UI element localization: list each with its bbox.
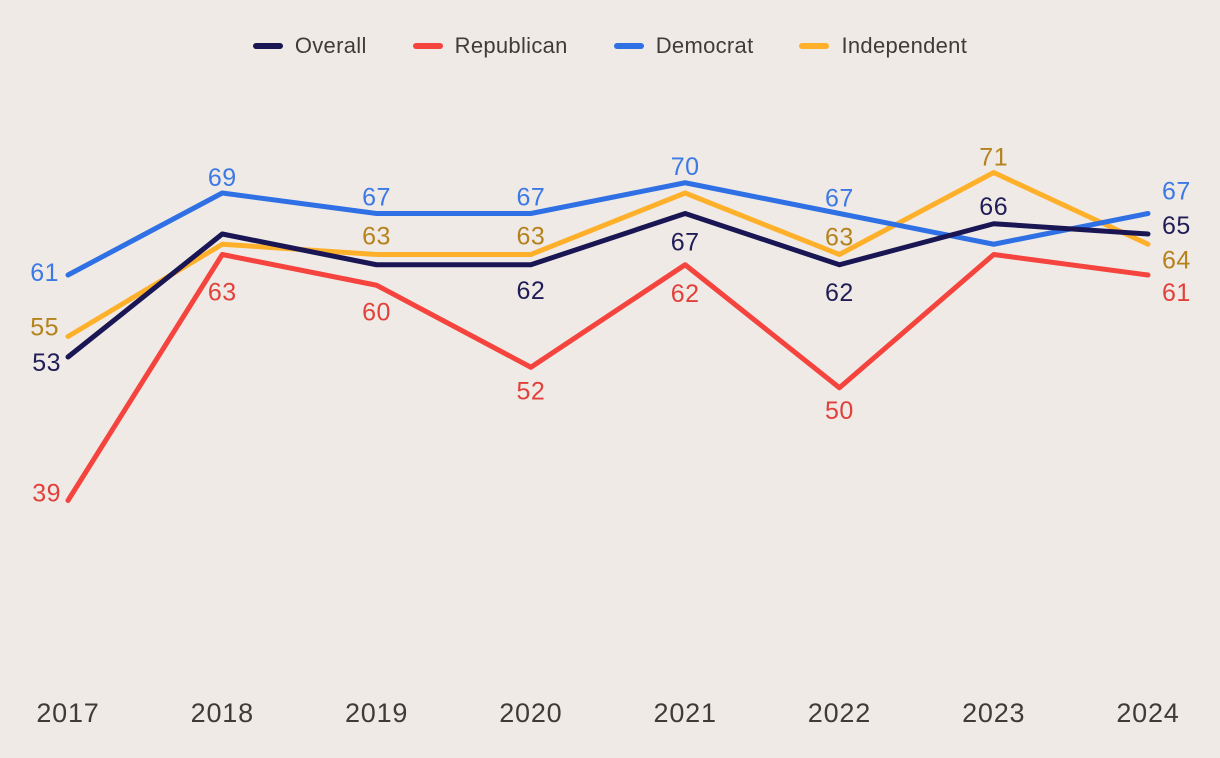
data-label-independent-2020: 63	[516, 223, 545, 251]
data-label-republican-2019: 60	[362, 298, 391, 326]
legend-item: Independent	[799, 33, 967, 59]
legend-item: Overall	[252, 33, 367, 59]
series-line-democrat	[65, 180, 1151, 278]
data-label-republican-2021: 62	[671, 280, 700, 308]
legend-line-swatch-icon	[799, 43, 830, 49]
x-axis-label-2024: 2024	[1116, 698, 1179, 728]
data-label-democrat-2020: 67	[516, 184, 545, 212]
x-axis-label-2023: 2023	[962, 698, 1025, 728]
legend-item-label: Overall	[294, 33, 367, 58]
data-label-democrat-2021: 70	[671, 153, 700, 181]
data-label-democrat-2022: 67	[825, 185, 854, 213]
data-label-overall-2024: 65	[1162, 212, 1191, 240]
data-label-independent-2022: 63	[825, 224, 854, 252]
legend-item-label: Independent	[841, 33, 968, 58]
data-label-independent-2019: 63	[362, 223, 391, 251]
legend-line-swatch-icon	[412, 43, 443, 49]
series-line-republican	[65, 252, 1151, 503]
data-label-republican-2024: 61	[1162, 279, 1191, 307]
legend-item: Republican	[412, 33, 568, 59]
x-axis-label-2018: 2018	[191, 698, 254, 728]
x-axis-label-2022: 2022	[808, 698, 871, 728]
data-label-republican-2022: 50	[825, 397, 854, 425]
data-label-independent-2017: 55	[30, 314, 59, 342]
data-label-republican-2020: 52	[516, 377, 545, 405]
x-axis-label-2017: 2017	[36, 698, 99, 728]
chart-legend: Overall Republican Democrat Independent	[0, 33, 1220, 59]
x-axis-label-2019: 2019	[345, 698, 408, 728]
series-line-independent	[65, 170, 1151, 339]
series-line-overall	[65, 211, 1151, 360]
x-axis-label-2020: 2020	[499, 698, 562, 728]
data-label-democrat-2018: 69	[208, 164, 237, 192]
data-label-overall-2021: 67	[671, 229, 700, 257]
data-label-independent-2023: 71	[979, 144, 1008, 172]
legend-line-swatch-icon	[252, 43, 283, 49]
x-axis-label-2021: 2021	[654, 698, 717, 728]
data-label-democrat-2019: 67	[362, 184, 391, 212]
data-label-republican-2018: 63	[208, 279, 237, 307]
legend-item-label: Democrat	[655, 33, 754, 58]
legend-item: Democrat	[613, 33, 754, 59]
data-label-independent-2024: 64	[1162, 246, 1191, 274]
data-label-overall-2022: 62	[825, 279, 854, 307]
data-label-republican-2017: 39	[32, 480, 61, 508]
legend-line-swatch-icon	[613, 43, 644, 49]
legend-item-label: Republican	[454, 33, 568, 58]
data-label-democrat-2024: 67	[1162, 178, 1191, 206]
data-label-democrat-2017: 61	[30, 259, 59, 287]
data-label-overall-2020: 62	[516, 277, 545, 305]
data-label-overall-2023: 66	[979, 193, 1008, 221]
data-label-overall-2017: 53	[32, 349, 61, 377]
